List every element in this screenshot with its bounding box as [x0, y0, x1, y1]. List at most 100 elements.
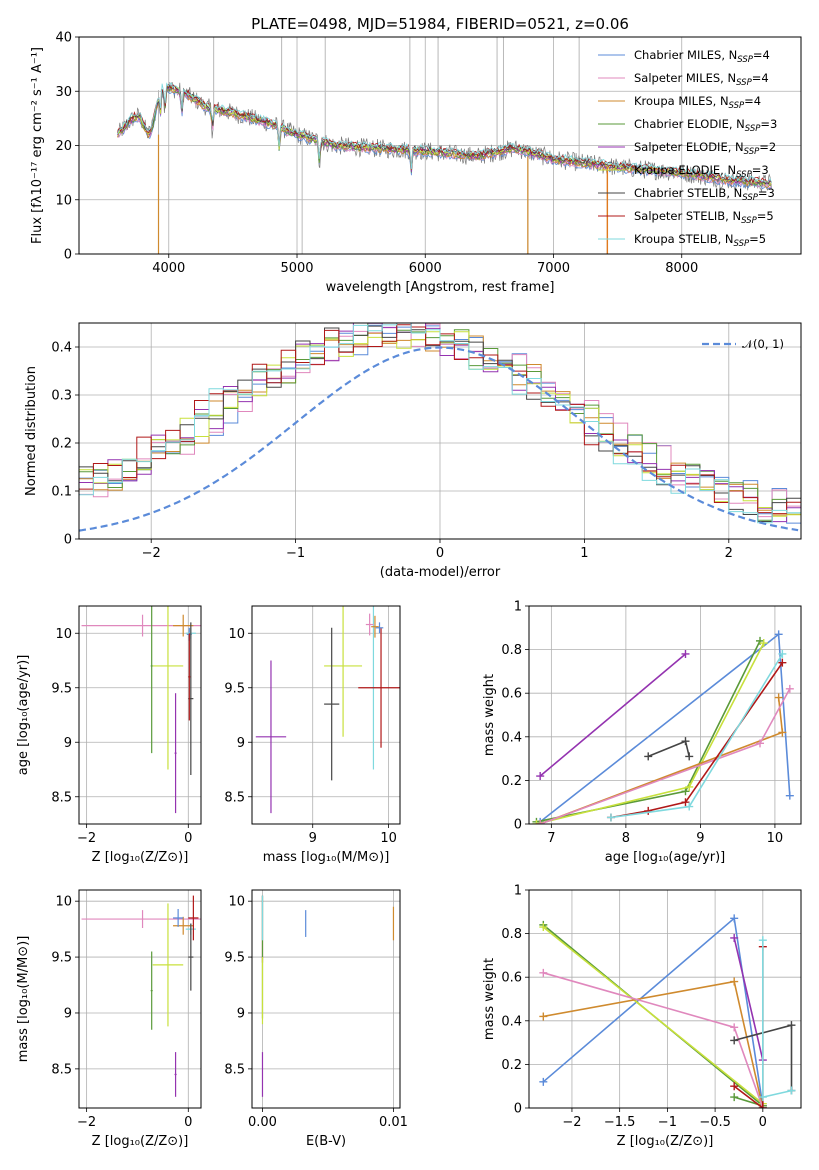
- legend-label-normal: 𝒩(0, 1): [742, 337, 784, 351]
- y-tick-label: 8.5: [51, 790, 72, 805]
- y-tick-label: 9.5: [224, 951, 245, 966]
- figure-title: PLATE=0498, MJD=51984, FIBERID=0521, z=0…: [251, 15, 629, 33]
- series-line: [539, 688, 791, 824]
- series-marker: [778, 658, 787, 667]
- y-tick-label: 9: [237, 1006, 245, 1021]
- x-tick-label: 0: [184, 831, 192, 846]
- y-tick-label: 0.1: [51, 485, 72, 500]
- y-tick-label: 10: [228, 627, 245, 642]
- y-tick-label: 0.3: [51, 389, 72, 404]
- legend-label: Chabrier STELIB, NSSP=3: [634, 186, 775, 203]
- series-marker: [756, 739, 765, 748]
- series-marker: [532, 820, 541, 824]
- legend-label: Kroupa MILES, NSSP=4: [634, 94, 761, 111]
- axes-frame: [528, 605, 802, 825]
- axes-frame: [78, 322, 802, 540]
- weight_vs_age-lines: [532, 630, 794, 824]
- x-tick-label: −2: [142, 546, 161, 561]
- x-tick-label: 5000: [280, 261, 313, 276]
- axes-frame: [78, 889, 202, 1109]
- x-axis-label: Z [log₁₀(Z/Z⊙)]: [617, 1134, 714, 1149]
- series-marker: [681, 787, 690, 796]
- y-tick-label: 20: [55, 139, 72, 154]
- spectrum-legend: Chabrier MILES, NSSP=4 Salpeter MILES, NS…: [598, 48, 777, 249]
- y-tick-label: 30: [55, 85, 72, 100]
- series-marker: [681, 649, 690, 658]
- y-tick-label: 9: [237, 736, 245, 751]
- mass_vs_Z-panel: −2 0 8.5 9 9.5 10 Z [log₁₀(Z/Z⊙)] mass [log₁₀(M…: [16, 889, 202, 1149]
- series-marker: [778, 728, 787, 737]
- model-spectrum: [117, 82, 772, 183]
- series-marker: [730, 1023, 739, 1032]
- x-tick-label: 0.00: [248, 1115, 277, 1130]
- axes-frame: [78, 605, 202, 825]
- series-marker: [774, 630, 783, 639]
- y-tick-label: 10: [228, 895, 245, 910]
- x-axis-label: E(B-V): [306, 1134, 346, 1149]
- x-tick-label: 8000: [665, 261, 698, 276]
- y-axis-label: mass weight: [482, 958, 497, 1040]
- legend-label: Chabrier ELODIE, NSSP=3: [634, 117, 777, 134]
- y-axis-label: mass weight: [482, 674, 497, 756]
- series-marker: [539, 1012, 548, 1021]
- legend-label: Chabrier MILES, NSSP=4: [634, 48, 770, 65]
- legend-label: Kroupa STELIB, NSSP=5: [634, 232, 766, 249]
- y-tick-label: 0.4: [501, 730, 522, 745]
- y-tick-label: 8.5: [224, 790, 245, 805]
- x-tick-label: 7000: [537, 261, 570, 276]
- x-tick-label: 0: [184, 1115, 192, 1130]
- series-line: [610, 653, 784, 819]
- x-axis-label: age [log₁₀(age/yr)]: [605, 850, 726, 865]
- y-tick-label: 0.6: [501, 971, 522, 986]
- axes-frame: [251, 605, 401, 825]
- mass_vs_ebv-panel: 0.00 0.01 8.5 9 9.5 10 E(B-V): [224, 889, 408, 1149]
- y-tick-label: 9.5: [51, 951, 72, 966]
- y-tick-label: 1: [514, 600, 522, 615]
- x-tick-label: 1: [580, 546, 588, 561]
- y-tick-label: 0.8: [501, 643, 522, 658]
- series-marker: [758, 1093, 767, 1102]
- axes-frame: [528, 889, 802, 1109]
- x-axis-label: mass [log₁₀(M/M⊙)]: [263, 850, 390, 865]
- series-marker: [681, 798, 690, 807]
- x-tick-label: −0.5: [699, 1115, 731, 1130]
- y-axis-label: age [log₁₀(age/yr)]: [16, 655, 31, 776]
- age_vs_Z-panel: −2 0 8.5 9 9.5 10 Z [log₁₀(Z/Z⊙)] age [log₁₀(ag…: [16, 605, 202, 865]
- legend-label: Salpeter STELIB, NSSP=5: [634, 209, 774, 226]
- y-tick-label: 0: [64, 533, 72, 548]
- x-tick-label: 0: [759, 1115, 767, 1130]
- series-line: [762, 940, 792, 1099]
- series-marker: [536, 820, 545, 824]
- y-tick-label: 0: [514, 818, 522, 833]
- series-line: [536, 640, 761, 823]
- series-marker: [539, 1077, 548, 1086]
- series-marker: [730, 914, 739, 923]
- y-axis-label: Flux [fλ10⁻¹⁷ erg cm⁻² s⁻¹ A⁻¹]: [30, 47, 45, 244]
- series-marker: [787, 1086, 796, 1095]
- y-tick-label: 0.8: [501, 927, 522, 942]
- y-tick-label: 40: [55, 31, 72, 46]
- y-tick-label: 0.6: [501, 687, 522, 702]
- y-tick-label: 0.2: [501, 774, 522, 789]
- series-line: [539, 632, 791, 823]
- x-axis-label: wavelength [Angstrom, rest frame]: [326, 280, 555, 295]
- series-marker: [730, 1093, 739, 1102]
- x-tick-label: 4000: [152, 261, 185, 276]
- series-marker: [787, 1021, 796, 1030]
- series-marker: [536, 772, 545, 781]
- y-axis-label: mass [log₁₀(M/M⊙)]: [16, 936, 31, 1063]
- series-marker: [730, 933, 739, 942]
- model-spectrum: [117, 85, 772, 185]
- series-marker: [785, 684, 794, 693]
- series-marker: [539, 923, 548, 932]
- y-tick-label: 0.4: [501, 1014, 522, 1029]
- series-marker: [785, 791, 794, 800]
- x-tick-label: 2: [725, 546, 733, 561]
- residual-histogram: [79, 323, 801, 524]
- age_vs_mass-errorbars: [255, 606, 400, 814]
- x-tick-label: −2: [77, 831, 96, 846]
- y-tick-label: 8.5: [224, 1062, 245, 1077]
- mass_vs_ebv-errorbars: [261, 895, 395, 1097]
- y-tick-label: 9: [64, 1006, 72, 1021]
- mass_vs_Z-errorbars: [81, 895, 201, 1097]
